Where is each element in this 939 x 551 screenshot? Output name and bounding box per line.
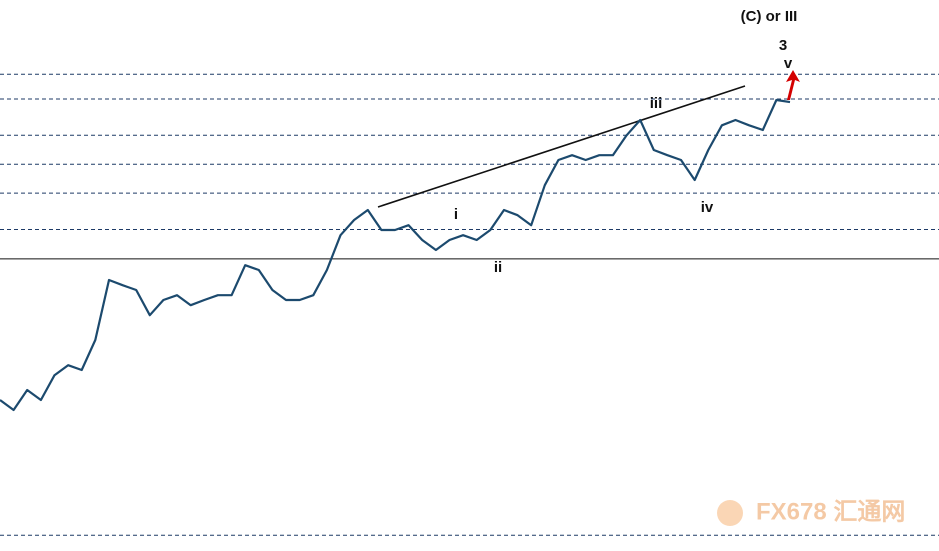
wave-label: v: [784, 55, 793, 72]
trend-line: [377, 85, 746, 208]
wave-label: iii: [650, 95, 663, 112]
up-arrow: [786, 70, 800, 100]
wave-label: iv: [701, 199, 714, 216]
wave-label: 3: [779, 37, 787, 54]
wave-label: i: [454, 206, 458, 223]
wave-label: ii: [494, 259, 502, 276]
wave-label: (C) or III: [741, 8, 798, 25]
watermark-logo: [717, 500, 743, 526]
watermark: FX678 汇通网: [756, 498, 905, 525]
price-line: [0, 98, 791, 412]
